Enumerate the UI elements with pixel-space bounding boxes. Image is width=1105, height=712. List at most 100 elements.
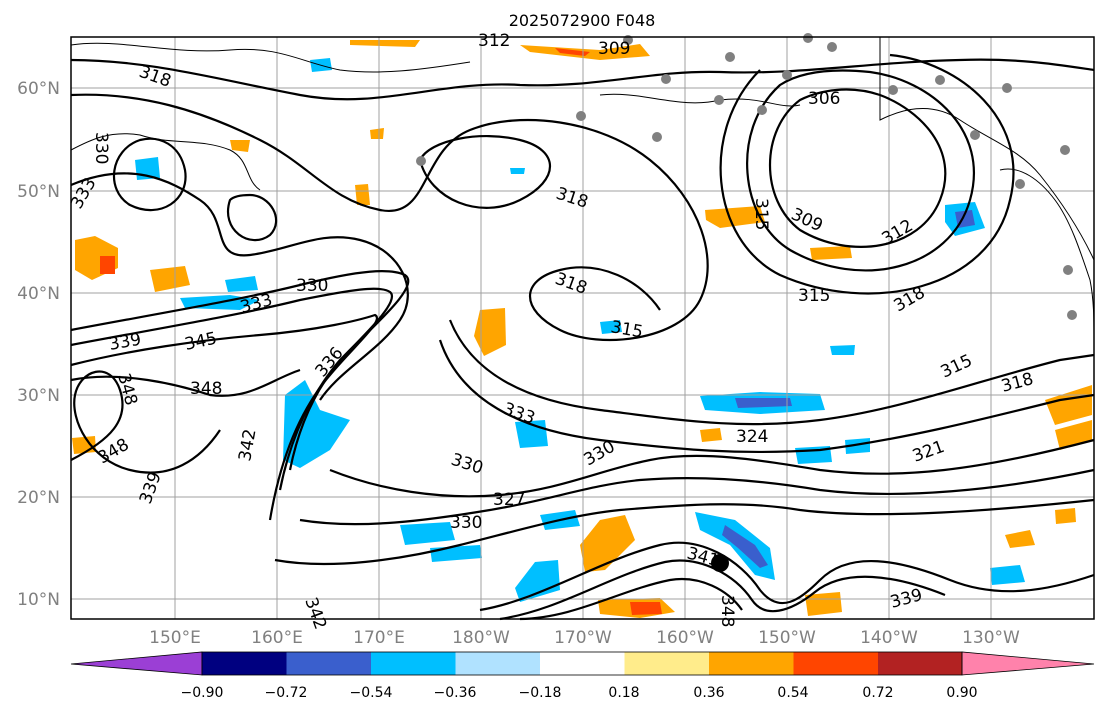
latitude-labels: 60°N 50°N 40°N 30°N 20°N 10°N [17, 79, 60, 610]
colorbar-tick-label: 0.72 [862, 685, 893, 701]
colorbar-tick-label: −0.18 [519, 685, 562, 701]
lat-label: 50°N [17, 182, 60, 202]
station-marker [1063, 265, 1073, 275]
station-marker [782, 70, 792, 80]
colorbar-tick-label: −0.54 [350, 685, 393, 701]
contour-lines [70, 53, 1095, 621]
station-marker [827, 42, 837, 52]
shade-patch [370, 128, 384, 139]
contour-label: 348 [717, 595, 737, 627]
colorbar-bin [793, 652, 878, 675]
station-marker [935, 75, 945, 85]
station-markers [416, 33, 1077, 320]
colorbar-min-extension [70, 651, 203, 676]
lat-label: 40°N [17, 284, 60, 304]
center-marker [711, 554, 729, 572]
colorbar-tick-label: −0.72 [265, 685, 308, 701]
station-marker [416, 156, 426, 166]
shade-patch [810, 246, 852, 260]
lon-label: 180°W [452, 628, 510, 648]
lon-label: 160°E [251, 628, 303, 648]
contour-label: 327 [493, 490, 525, 510]
contour-label: 315 [751, 198, 771, 230]
map-panel: 318 309 312 306 330 333 318 315 309 312 … [67, 31, 1095, 632]
shade-patch [350, 40, 420, 47]
shade-patch [845, 438, 870, 454]
station-marker [1060, 145, 1070, 155]
colorbar-tick-label: −0.90 [181, 685, 224, 701]
lon-label: 150°W [758, 628, 816, 648]
station-marker [757, 105, 767, 115]
station-marker [970, 130, 980, 140]
colorbar-tick-label: 0.54 [777, 685, 808, 701]
colorbar-tick-label: 0.36 [693, 685, 724, 701]
colorbar-bin [709, 652, 794, 675]
figure-title: 2025072900 F048 [509, 11, 656, 30]
station-marker [661, 74, 671, 84]
colorbar-bin [540, 652, 625, 675]
shade-patch [705, 206, 765, 228]
contour-label: 330 [296, 276, 328, 296]
shade-patch [580, 515, 635, 572]
shade-patch [1005, 530, 1035, 548]
lat-label: 10°N [17, 590, 60, 610]
shade-patch [1055, 508, 1076, 524]
lat-label: 30°N [17, 386, 60, 406]
colorbar-outline [201, 651, 963, 676]
lon-label: 170°E [353, 628, 405, 648]
shade-patch [830, 345, 855, 355]
shade-patch [72, 436, 96, 454]
contour-label: 330 [450, 513, 482, 533]
colorbar-bin [455, 652, 540, 675]
longitude-labels: 150°E 160°E 170°E 180°W 170°W 160°W 150°… [149, 628, 1020, 648]
shade-patch [735, 398, 792, 408]
shade-patch [150, 266, 190, 292]
colorbar-max-extension [961, 651, 1095, 676]
shade-patch [722, 525, 768, 568]
colorbar-bin [202, 652, 287, 675]
shade-patch [510, 168, 525, 174]
shade-patch [515, 560, 560, 602]
shade-patch [555, 48, 590, 56]
map-frame [70, 36, 1095, 620]
shade-patch [230, 140, 250, 152]
colorbar-bin [624, 652, 709, 675]
station-marker [576, 111, 586, 121]
shade-patch [990, 565, 1025, 585]
colorbar: −0.90 −0.72 −0.54 −0.36 −0.18 0.18 0.36 … [70, 651, 1095, 701]
shade-patch [630, 602, 662, 615]
contour-label: 312 [478, 31, 510, 51]
station-marker [1067, 310, 1077, 320]
contour-label: 330 [91, 132, 111, 164]
contour-label: 306 [808, 89, 840, 109]
shade-patch [355, 184, 370, 205]
contour-label: 309 [598, 39, 630, 59]
graticule [71, 37, 1094, 619]
colorbar-bin [286, 652, 371, 675]
shade-patch [805, 592, 842, 616]
station-marker [725, 52, 735, 62]
shade-patch [400, 522, 455, 545]
colorbar-bin [371, 652, 456, 675]
lat-label: 20°N [17, 488, 60, 508]
contour-label: 348 [190, 379, 222, 399]
shaded-field [72, 40, 1092, 618]
shade-patch [700, 428, 722, 442]
colorbar-tick-label: 0.90 [946, 685, 977, 701]
station-marker [652, 132, 662, 142]
shade-patch [225, 276, 258, 292]
colorbar-bin [878, 652, 962, 675]
station-marker [888, 85, 898, 95]
shade-patch [600, 320, 622, 334]
lon-label: 150°E [149, 628, 201, 648]
station-marker [803, 33, 813, 43]
colorbar-tick-label: −0.36 [434, 685, 477, 701]
station-marker [1002, 83, 1012, 93]
lon-label: 160°W [656, 628, 714, 648]
shade-patch [100, 256, 115, 274]
station-marker [1015, 179, 1025, 189]
lon-label: 130°W [962, 628, 1020, 648]
lon-label: 170°W [554, 628, 612, 648]
colorbar-tick-labels: −0.90 −0.72 −0.54 −0.36 −0.18 0.18 0.36 … [181, 685, 978, 701]
